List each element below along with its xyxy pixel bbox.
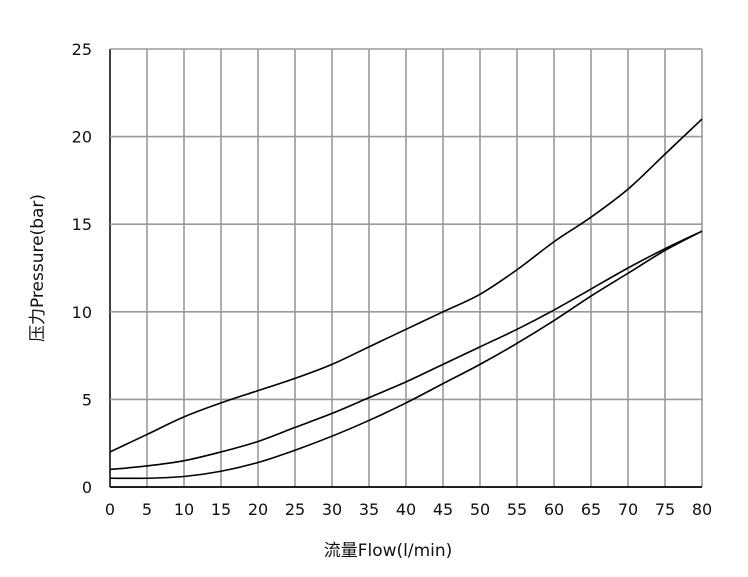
- x-tick-label: 15: [211, 500, 231, 519]
- x-tick-label: 55: [507, 500, 527, 519]
- x-tick-label: 70: [618, 500, 638, 519]
- x-tick-label: 35: [359, 500, 379, 519]
- series-line: [109, 230, 703, 471]
- x-tick-label: 60: [544, 500, 564, 519]
- grid: [109, 48, 703, 488]
- x-tick-label: 50: [470, 500, 490, 519]
- x-tick-label: 45: [433, 500, 453, 519]
- x-tick-label: 5: [142, 500, 152, 519]
- x-tick-label: 30: [322, 500, 342, 519]
- y-axis-label: 压力Pressure(bar): [28, 194, 48, 342]
- y-tick-label: 0: [82, 478, 92, 497]
- series-line: [109, 230, 703, 480]
- series-lines: [109, 118, 703, 480]
- x-tick-label: 40: [396, 500, 416, 519]
- x-tick-label: 80: [692, 500, 712, 519]
- x-tick-label: 10: [174, 500, 194, 519]
- x-tick-label: 75: [655, 500, 675, 519]
- x-tick-label: 65: [581, 500, 601, 519]
- y-tick-label: 25: [72, 40, 92, 59]
- tick-labels: 0 5 10 15 20 25 30 35 40 45 50 55 60 65 70 75 80 0 5 10 15 20…: [72, 40, 713, 519]
- x-tick-label: 0: [105, 500, 115, 519]
- x-tick-label: 25: [285, 500, 305, 519]
- y-tick-label: 5: [82, 390, 92, 409]
- x-tick-label: 20: [248, 500, 268, 519]
- y-tick-label: 20: [72, 128, 92, 147]
- series-line: [109, 118, 703, 453]
- x-axis-label: 流量Flow(l/min): [324, 541, 453, 561]
- y-tick-label: 15: [72, 215, 92, 234]
- y-tick-label: 10: [72, 303, 92, 322]
